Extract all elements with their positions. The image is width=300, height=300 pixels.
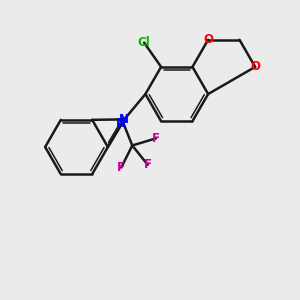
Text: F: F	[152, 132, 160, 145]
Text: F: F	[117, 161, 125, 174]
Text: O: O	[250, 60, 260, 74]
Text: N: N	[119, 113, 129, 126]
Text: O: O	[203, 33, 213, 46]
Text: N: N	[116, 117, 126, 130]
Text: Cl: Cl	[138, 36, 150, 49]
Text: F: F	[144, 158, 152, 171]
